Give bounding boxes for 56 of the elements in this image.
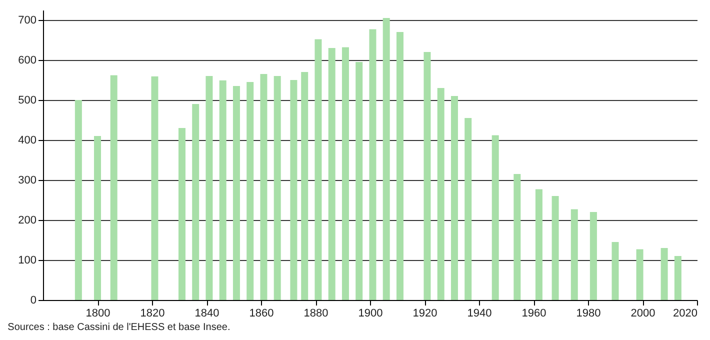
x-tick-label: 1800 — [86, 308, 110, 320]
x-tick-label: 1820 — [140, 308, 165, 320]
bar — [369, 29, 376, 300]
bar — [424, 52, 431, 300]
bar — [94, 136, 101, 300]
bar — [570, 209, 578, 300]
bar — [314, 39, 322, 300]
bar — [110, 75, 118, 300]
x-tick-label: 1880 — [304, 308, 328, 320]
y-tick-label: 0 — [30, 294, 36, 306]
bar — [178, 128, 186, 300]
y-tick-label: 100 — [18, 254, 36, 266]
x-tick-label: 2020 — [673, 308, 698, 320]
bar — [328, 48, 336, 300]
y-tick-label: 200 — [18, 214, 36, 226]
y-tick-label: 300 — [18, 174, 36, 186]
bar — [151, 76, 158, 300]
bar — [356, 62, 363, 300]
bar — [342, 47, 349, 300]
bar — [301, 72, 308, 300]
bar — [260, 74, 268, 300]
bar — [464, 118, 472, 300]
bar — [192, 104, 200, 300]
x-tick-label: 1980 — [576, 308, 601, 320]
x-tick-label: 1840 — [194, 308, 220, 320]
bar — [514, 174, 521, 300]
bar — [246, 82, 254, 300]
bar — [396, 32, 404, 300]
x-tick-label: 1960 — [522, 308, 546, 320]
bar — [232, 86, 240, 300]
y-tick-label: 400 — [18, 134, 36, 146]
bar — [219, 80, 226, 300]
bar — [74, 100, 82, 300]
bar — [274, 76, 281, 300]
bar — [290, 80, 298, 300]
bar — [535, 189, 542, 300]
y-tick-label: 500 — [18, 94, 36, 106]
bar — [590, 212, 597, 300]
bar — [382, 18, 390, 300]
bar — [552, 196, 559, 300]
bar — [674, 256, 682, 300]
x-tick-label: 1860 — [249, 308, 274, 320]
bar — [492, 135, 499, 300]
x-tick-label: 1940 — [467, 308, 492, 320]
bar — [450, 96, 458, 300]
source-note: Sources : base Cassini de l'EHESS et base Insee. — [8, 322, 230, 333]
bar — [612, 242, 619, 300]
x-tick-label: 1900 — [358, 308, 383, 320]
y-tick-label: 700 — [18, 14, 36, 26]
bar — [636, 249, 644, 300]
bar — [206, 76, 213, 300]
bar — [660, 248, 668, 300]
x-tick-label: 2000 — [630, 308, 656, 320]
x-tick-label: 1920 — [412, 308, 438, 320]
y-tick-label: 600 — [18, 54, 36, 66]
bar — [437, 88, 444, 300]
